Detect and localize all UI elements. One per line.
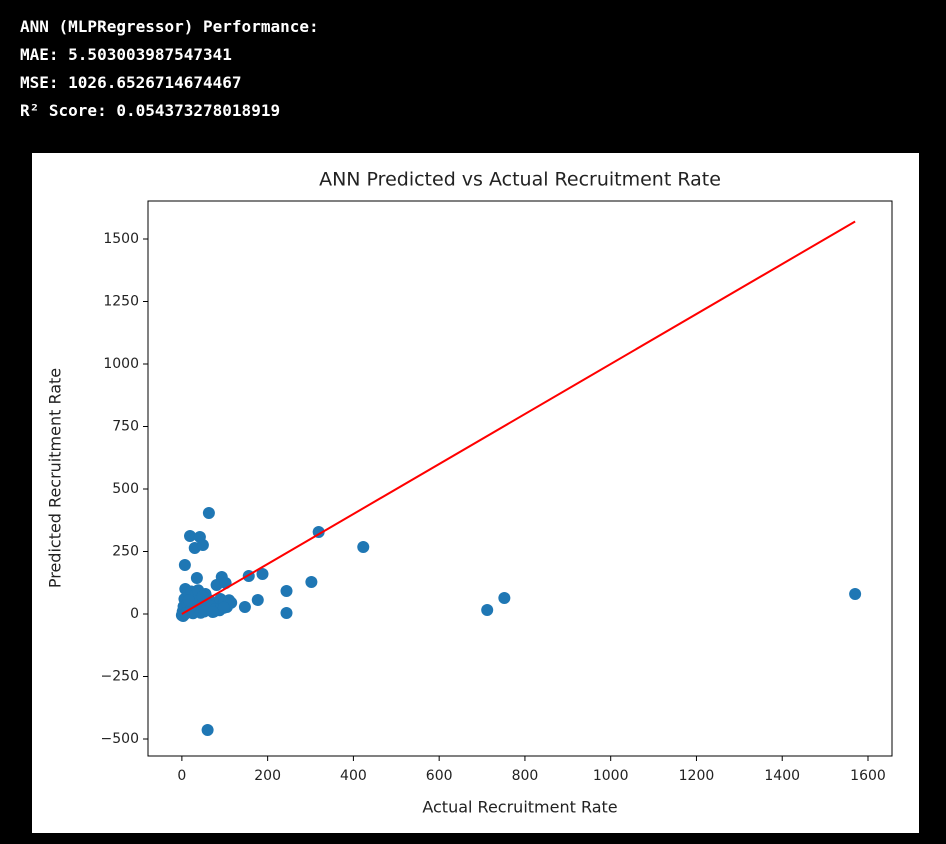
output-line: MSE: 1026.6526714674467 <box>20 73 242 92</box>
reference-line <box>181 220 856 615</box>
y-tick-label: 500 <box>112 481 139 497</box>
scatter-point <box>498 592 511 604</box>
y-tick-label: 250 <box>112 544 139 560</box>
scatter-point <box>305 576 318 588</box>
output-line: ANN (MLPRegressor) Performance: <box>20 17 319 36</box>
output-line: MAE: 5.503003987547341 <box>20 45 232 64</box>
scatter-point <box>178 559 191 571</box>
y-tick-label: 750 <box>112 419 139 435</box>
x-tick-label: 1400 <box>764 768 800 784</box>
scatter-point <box>849 588 862 600</box>
scatter-point <box>206 606 219 618</box>
y-tick-label: 0 <box>130 606 139 622</box>
y-tick-label: 1500 <box>103 231 139 247</box>
scatter-point <box>251 594 264 606</box>
x-tick-label: 1000 <box>593 768 629 784</box>
y-tick-label: 1250 <box>103 294 139 310</box>
x-tick-label: 600 <box>426 768 453 784</box>
x-tick-label: 400 <box>340 768 367 784</box>
scatter-point <box>238 601 251 613</box>
scatter-point <box>210 579 223 591</box>
scatter-point <box>256 568 269 580</box>
scatter-point <box>198 605 211 618</box>
x-axis-label: Actual Recruitment Rate <box>422 798 617 817</box>
plot-frame <box>147 200 893 757</box>
y-tick-label: −250 <box>101 669 139 685</box>
chart-title: ANN Predicted vs Actual Recruitment Rate <box>319 169 721 191</box>
scatter-point <box>190 572 203 584</box>
scatter-point <box>280 585 293 597</box>
x-tick-label: 1200 <box>679 768 715 784</box>
scatter-point <box>182 594 195 607</box>
scatter-point <box>357 541 370 553</box>
scatter-point <box>201 724 214 736</box>
scatter-point <box>196 539 209 551</box>
x-tick-label: 800 <box>512 768 539 784</box>
scatter-point <box>280 607 293 619</box>
x-tick-label: 1600 <box>850 768 886 784</box>
scatter-point <box>481 604 494 616</box>
scatter-point <box>202 507 215 519</box>
chart: ANN Predicted vs Actual Recruitment Rate… <box>32 153 919 833</box>
x-tick-label: 0 <box>177 768 186 784</box>
x-tick-label: 200 <box>254 768 281 784</box>
output-line: R² Score: 0.054373278018919 <box>20 101 281 120</box>
y-axis-label: Predicted Recruitment Rate <box>46 368 65 588</box>
scatter-point <box>184 530 197 542</box>
y-tick-label: −500 <box>101 731 139 747</box>
scatter-point <box>217 601 230 614</box>
y-tick-label: 1000 <box>103 356 139 372</box>
